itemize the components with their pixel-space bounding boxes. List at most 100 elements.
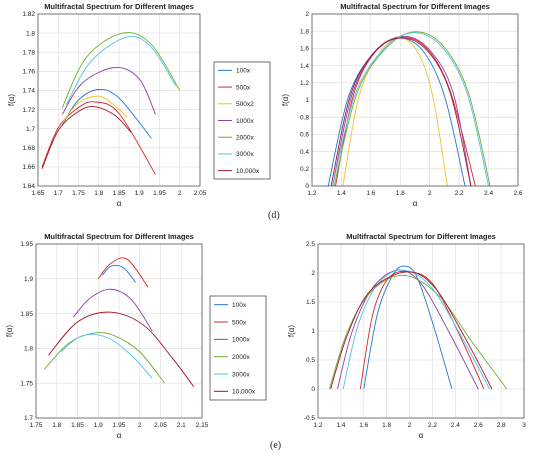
x-tick-label: 1.8 [382,422,391,429]
x-axis-label: α [117,199,122,208]
x-tick-label: 1.95 [113,422,126,429]
x-tick-label: 2 [428,190,432,197]
y-tick-label: 1.7 [26,126,35,133]
y-tick-label: 1.4 [300,63,309,70]
series-line-2000x [43,332,166,384]
plot-frame [317,243,525,419]
legend: 100x 500x 1000x 2000x 3000x 10,000x [209,295,267,401]
series-line-1000x [61,67,156,115]
x-tick-label: 2.05 [154,422,167,429]
y-tick-label: 1.72 [22,107,35,114]
x-tick-label: 2.2 [428,422,437,429]
x-tick-label: 2.05 [194,190,207,197]
legend-entry: 100x [232,302,247,309]
series-line-3000x [65,35,177,106]
y-tick-label: 0 [305,183,309,190]
plot-frame [311,13,519,187]
series-line-3000x [332,32,490,187]
x-tick-label: 2 [178,190,182,197]
x-tick-label: 1.7 [54,190,63,197]
x-tick-label: 2.15 [196,422,209,429]
y-axis-label: f(α) [5,325,14,338]
y-tick-label: 2.5 [306,241,315,248]
x-tick-label: 1.8 [94,190,103,197]
series-line-10000x [330,37,472,187]
x-tick-label: 1.6 [366,190,375,197]
x-tick-label: 1.9 [94,422,103,429]
y-tick-label: 1.2 [300,80,309,87]
chart-title: Multifractal Spectrum for Different Imag… [44,2,194,11]
x-tick-label: 2.8 [497,422,506,429]
y-tick-label: -0.5 [304,415,316,422]
y-tick-label: 1.7 [24,415,33,422]
y-tick-label: 2 [311,270,315,277]
panel-label-e: (e) [270,440,282,451]
legend-box [209,295,267,401]
x-axis-label: α [117,431,122,440]
series-line-500x [41,101,156,175]
y-tick-label: 2 [305,11,309,18]
series-line-100x [61,88,152,139]
series-line-3000x [60,333,153,379]
x-tick-label: 1.85 [113,190,126,197]
x-tick-label: 2.4 [484,190,493,197]
legend-entry: 2000x [232,354,250,361]
plot-frame [37,13,201,187]
chart-title: Multifractal Spectrum for Different Imag… [44,232,194,241]
series-line-2000x [333,31,491,187]
y-tick-label: 1.6 [300,46,309,53]
series-line-1000x [73,288,153,332]
legend-entry: 2000x [236,135,254,142]
y-tick-label: 1.8 [24,346,33,353]
x-tick-label: 1.85 [71,422,84,429]
x-tick-label: 2 [138,422,142,429]
series-line-500x [97,257,149,288]
y-tick-label: 1.8 [300,28,309,35]
x-tick-label: 1.75 [72,190,85,197]
legend-entry: 1000x [232,337,250,344]
y-axis-label: f(α) [287,325,296,338]
legend-entry: 500x2 [236,101,254,108]
y-axis-label: f(α) [281,94,290,107]
chart-e-left: 1.75 1.8 1.85 1.9 1.95 2 2.05 2.1 2.151.71.751.8… [5,232,267,440]
y-tick-label: 1 [311,328,315,335]
y-tick-label: 1.95 [20,241,33,248]
legend-entry: 500x [232,319,247,326]
x-tick-label: 1.9 [135,190,144,197]
legend-entry: 10,000x [236,168,260,175]
series-line-500x [335,36,476,187]
y-tick-label: 0.6 [300,132,309,139]
y-tick-label: 0.4 [300,149,309,156]
y-tick-label: 1.5 [306,299,315,306]
legend-entry: 3000x [232,371,250,378]
series-line-100x [102,265,136,283]
x-tick-label: 1.6 [359,422,368,429]
x-tick-label: 1.75 [30,422,43,429]
series-line-100x [363,265,453,390]
y-tick-label: 0 [311,386,315,393]
x-tick-label: 2 [408,422,412,429]
x-tick-label: 2.6 [513,190,522,197]
y-tick-label: 1.66 [22,164,35,171]
y-tick-label: 1.68 [22,145,35,152]
y-tick-label: 0.2 [300,166,309,173]
y-tick-label: 1.64 [22,183,35,190]
legend: 100x 500x 500x2 1000x 2000x 3000x 10,000x [213,61,271,180]
x-tick-label: 1.8 [52,422,61,429]
y-axis-label: f(α) [7,94,16,107]
series-line-500x2 [61,95,128,124]
y-tick-label: 1.82 [22,11,35,18]
x-tick-label: 1.2 [313,422,322,429]
y-tick-label: 0.5 [306,357,315,364]
panel-label-d: (d) [268,210,280,221]
x-tick-label: 1.2 [307,190,316,197]
chart-d-right: 1.2 1.4 1.6 1.8 2 2.2 2.4 2.6 0 0.2 0.4 0.6 0.8 1 1.2 1… [281,2,523,208]
y-tick-label: 1.85 [20,311,33,318]
chart-d-left: 1.65 1.7 1.75 1.8 1.85 1.9 1.95 2 2.05 1.64 1.66 1.… [7,2,271,208]
legend-entry: 3000x [236,151,254,158]
legend-entry: 1000x [236,118,254,125]
x-tick-label: 2.2 [455,190,464,197]
x-tick-label: 1.4 [337,190,346,197]
series-line-3000x [342,269,491,390]
